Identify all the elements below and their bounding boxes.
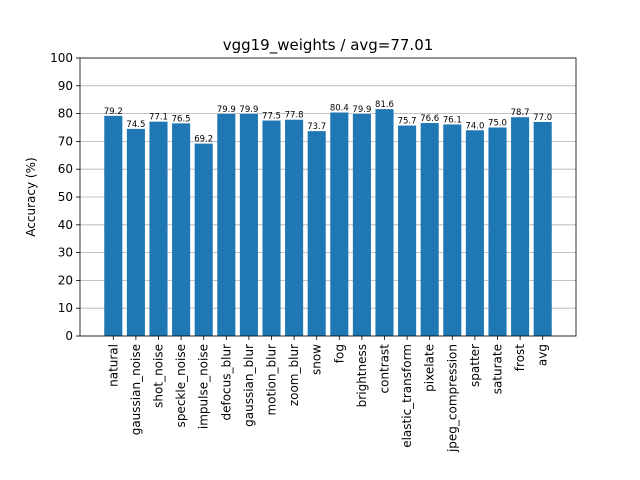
data-label: 80.4 [330, 103, 349, 113]
data-label: 69.2 [194, 135, 213, 145]
bar [375, 109, 394, 336]
bars [104, 109, 552, 337]
x-tick-label: jpeg_compression [445, 344, 459, 453]
x-tick-label: elastic_transform [400, 344, 414, 448]
bar [420, 123, 439, 336]
data-label: 75.0 [488, 119, 507, 129]
data-label: 79.9 [217, 105, 236, 115]
data-label: 77.0 [533, 113, 552, 123]
y-tick-label: 60 [58, 162, 73, 176]
x-tick-label: spatter [468, 344, 482, 387]
y-tick-label: 70 [58, 134, 73, 148]
x-tick-label: zoom_blur [287, 344, 301, 406]
x-tick-label: defocus_blur [219, 344, 233, 421]
data-label: 77.8 [285, 111, 304, 121]
x-tick-label: fog [332, 344, 346, 363]
x-tick-label: snow [310, 344, 324, 375]
x-tick-label: brightness [355, 344, 369, 407]
y-tick-label: 20 [58, 273, 73, 287]
y-tick-label: 100 [50, 51, 73, 65]
data-label: 76.1 [443, 115, 462, 125]
x-tick-label: pixelate [423, 344, 437, 392]
bar [262, 120, 281, 336]
data-label: 74.5 [126, 120, 145, 130]
x-tick-label: frost [513, 344, 527, 371]
x-axis: natural gaussian_noise shot_noise speckle_n… [106, 336, 550, 453]
data-label: 79.9 [239, 105, 258, 115]
data-label: 73.7 [307, 122, 326, 132]
bar [149, 121, 168, 336]
y-tick-label: 0 [65, 329, 73, 343]
x-tick-label: natural [106, 344, 120, 387]
y-tick-label: 40 [58, 218, 73, 232]
bar [285, 119, 304, 336]
data-label: 74.0 [465, 121, 484, 131]
bar [465, 130, 484, 336]
chart-title: vgg19_weights / avg=77.01 [223, 36, 434, 55]
data-label: 76.5 [172, 114, 191, 124]
y-tick-label: 50 [58, 190, 73, 204]
y-tick-label: 30 [58, 246, 73, 260]
data-label: 77.5 [262, 112, 281, 122]
x-tick-label: impulse_noise [197, 344, 211, 429]
x-tick-label: gaussian_noise [129, 344, 143, 435]
data-label: 76.6 [420, 114, 439, 124]
y-tick-label: 90 [58, 79, 73, 93]
x-tick-label: shot_noise [152, 344, 166, 408]
data-label: 79.2 [104, 107, 123, 117]
data-label: 78.7 [511, 108, 530, 118]
bar [443, 124, 462, 336]
bar [307, 131, 326, 336]
x-tick-label: avg [536, 344, 550, 366]
data-label: 75.7 [398, 117, 417, 127]
bar [352, 113, 371, 337]
bar [488, 127, 507, 336]
y-axis-label: Accuracy (%) [24, 157, 38, 236]
data-label: 81.6 [375, 100, 394, 110]
bar [104, 115, 123, 336]
data-label: 79.9 [352, 105, 371, 115]
bar [511, 117, 530, 337]
bar [330, 112, 349, 336]
y-tick-label: 80 [58, 107, 73, 121]
data-labels: 79.274.577.1 76.569.279.9 79.977.5 77.873.7… [104, 100, 552, 144]
bar [194, 143, 213, 336]
bar [239, 113, 258, 337]
x-tick-label: contrast [378, 344, 392, 394]
bar [398, 125, 417, 336]
bar [217, 113, 236, 337]
bar [126, 128, 145, 336]
x-tick-label: saturate [491, 344, 505, 394]
bar [172, 123, 191, 336]
y-tick-label: 10 [58, 301, 73, 315]
bar [533, 121, 552, 336]
data-label: 77.1 [149, 113, 168, 123]
y-axis: 0 10 20 30 40 50 60 70 80 90 100 [50, 51, 80, 343]
x-tick-label: speckle_noise [174, 344, 188, 427]
x-tick-label: gaussian_blur [242, 344, 256, 427]
x-tick-label: motion_blur [265, 344, 279, 416]
